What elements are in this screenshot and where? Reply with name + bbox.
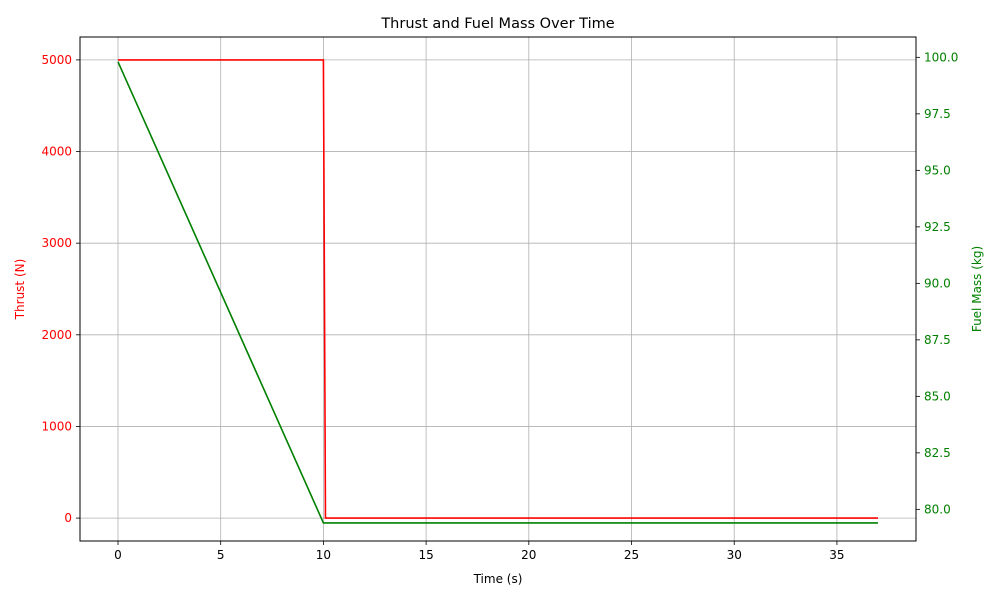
y-right-tick-label: 97.5 bbox=[924, 107, 951, 121]
x-tick-label: 5 bbox=[217, 548, 225, 562]
x-tick-label: 20 bbox=[521, 548, 536, 562]
y-axis-left: 0 1000 2000 3000 4000 5000 bbox=[41, 53, 80, 525]
y-right-tick-label: 100.0 bbox=[924, 50, 958, 64]
fuel-mass-series-line bbox=[117, 61, 878, 524]
y-right-tick-label: 82.5 bbox=[924, 446, 951, 460]
x-tick-label: 30 bbox=[727, 548, 742, 562]
y-left-tick-label: 5000 bbox=[41, 53, 72, 67]
y-left-tick-label: 1000 bbox=[41, 419, 72, 433]
y-left-tick-label: 0 bbox=[64, 511, 72, 525]
y-right-tick-label: 95.0 bbox=[924, 163, 951, 177]
x-tick-label: 0 bbox=[114, 548, 122, 562]
y-axis-left-label: Thrust (N) bbox=[13, 259, 27, 321]
y-right-tick-label: 80.0 bbox=[924, 502, 951, 516]
series-layer bbox=[117, 59, 878, 524]
x-tick-label: 25 bbox=[624, 548, 639, 562]
x-axis: 0 5 10 15 20 25 30 35 bbox=[114, 541, 845, 562]
thrust-series-line bbox=[118, 59, 878, 519]
y-left-tick-label: 4000 bbox=[41, 145, 72, 159]
y-right-tick-label: 87.5 bbox=[924, 333, 951, 347]
plot-frame bbox=[79, 36, 917, 542]
x-axis-label: Time (s) bbox=[473, 572, 523, 586]
x-tick-label: 10 bbox=[316, 548, 331, 562]
y-right-tick-label: 85.0 bbox=[924, 389, 951, 403]
y-left-tick-label: 2000 bbox=[41, 328, 72, 342]
x-tick-label: 35 bbox=[829, 548, 844, 562]
y-right-tick-label: 90.0 bbox=[924, 276, 951, 290]
y-right-tick-label: 92.5 bbox=[924, 220, 951, 234]
grid bbox=[80, 37, 916, 541]
y-axis-right: 80.0 82.5 85.0 87.5 90.0 92.5 95.0 97.5 100.0 bbox=[916, 50, 958, 516]
y-left-tick-label: 3000 bbox=[41, 236, 72, 250]
x-tick-label: 15 bbox=[418, 548, 433, 562]
chart-title: Thrust and Fuel Mass Over Time bbox=[380, 16, 614, 32]
y-axis-right-label: Fuel Mass (kg) bbox=[970, 246, 984, 332]
